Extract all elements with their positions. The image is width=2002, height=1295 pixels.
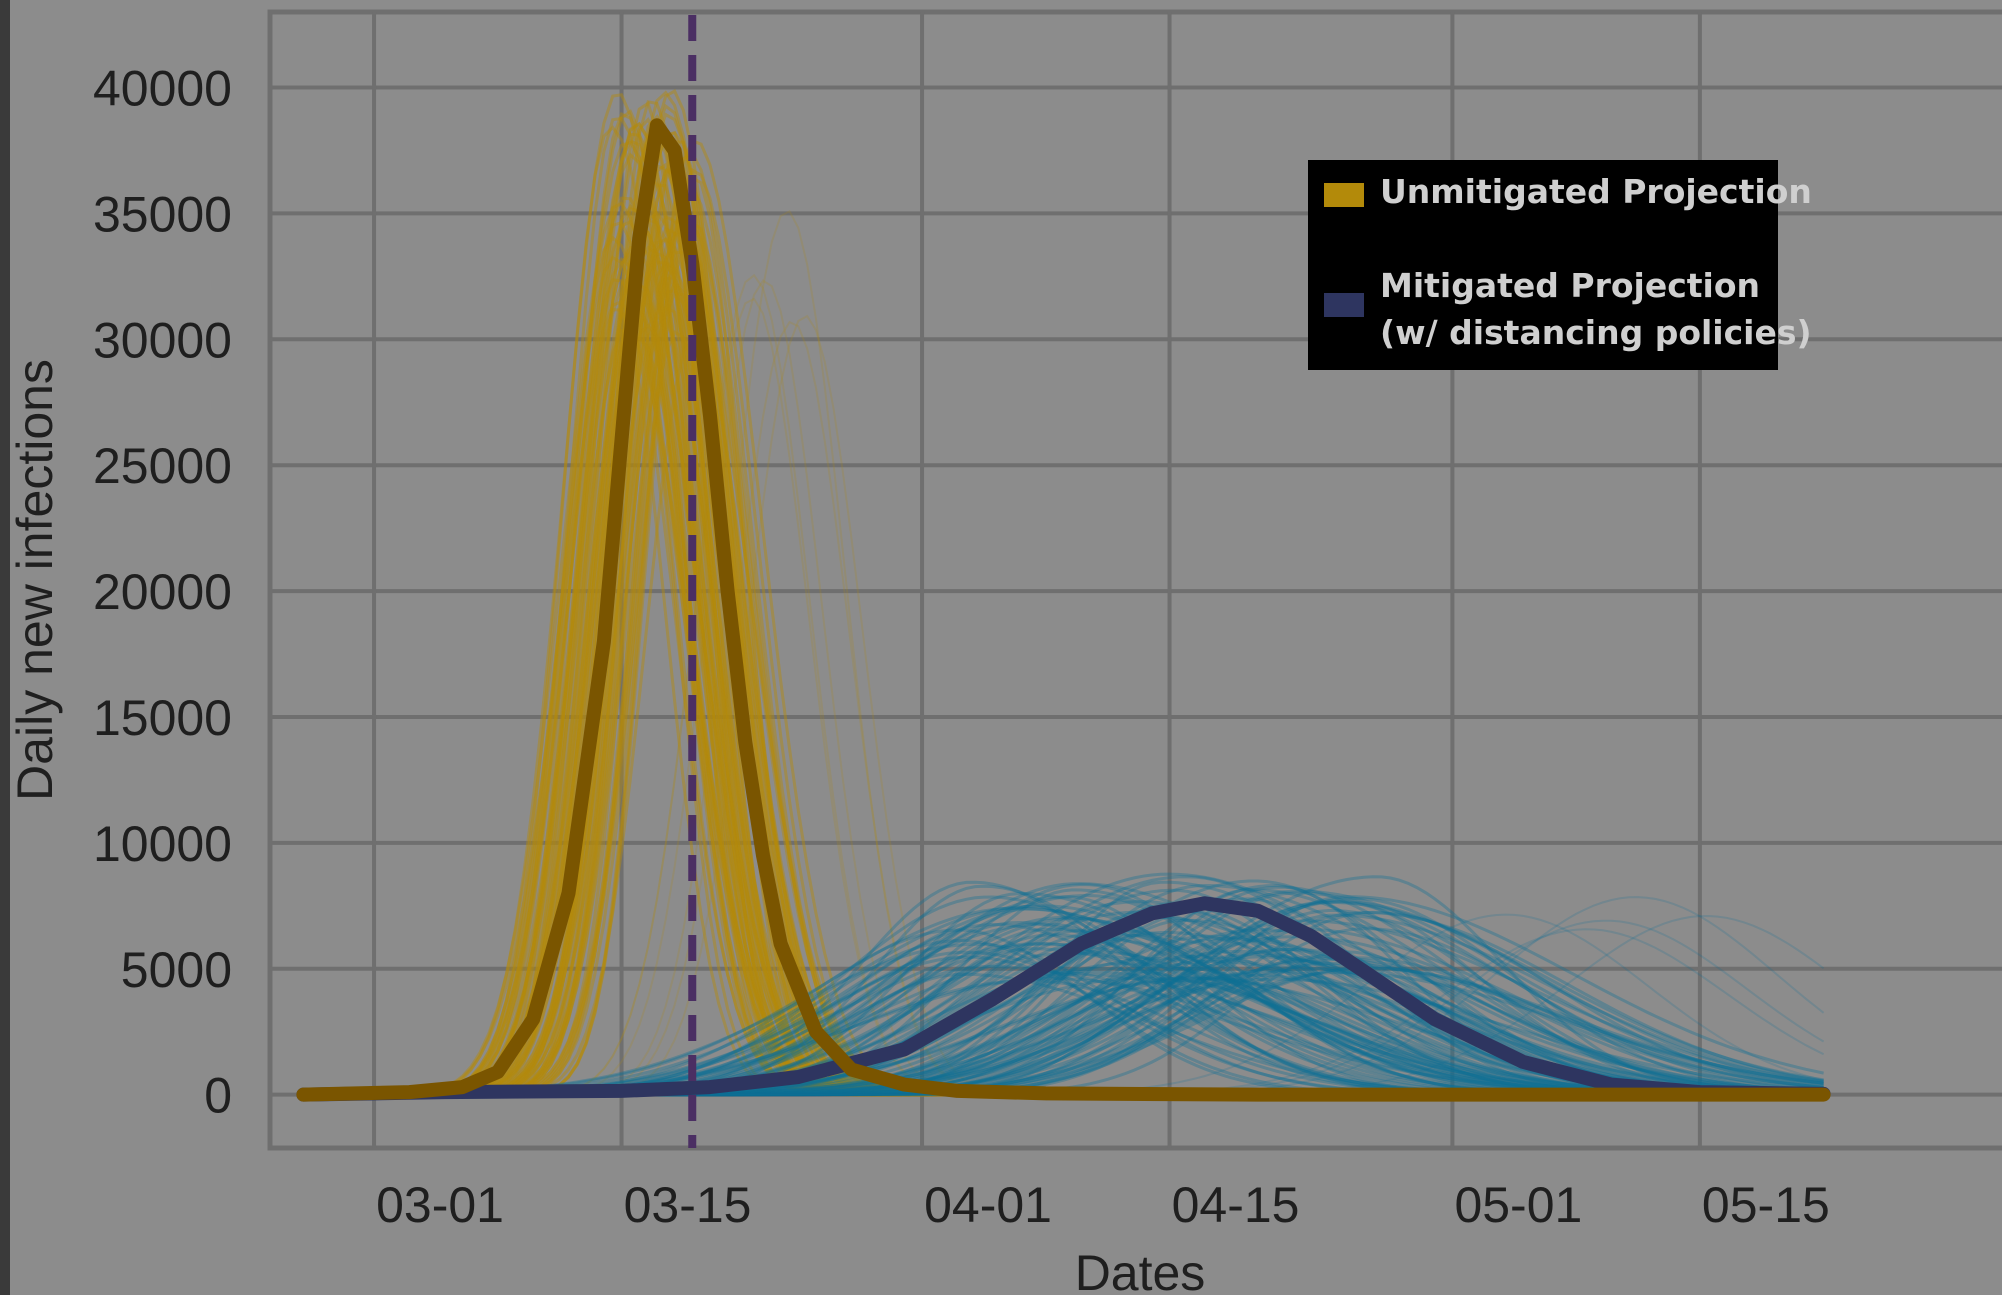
- y-tick-label: 15000: [93, 690, 232, 746]
- mitigated-mean-line: [296, 896, 1831, 1102]
- y-tick-label: 35000: [93, 186, 232, 242]
- legend-swatch-unmitigated: [1324, 183, 1364, 207]
- legend-label-mitigated-line: Mitigated Projection: [1380, 266, 1760, 305]
- x-axis-title: Dates: [1075, 1245, 1206, 1295]
- y-tick-label: 5000: [121, 942, 232, 998]
- legend: Unmitigated Projection Mitigated Project…: [1308, 160, 1812, 370]
- legend-label-mitigated: Mitigated Projection (w/ distancing polic…: [1380, 266, 1812, 352]
- unmitigated-mean-line: [296, 118, 1831, 1102]
- x-tick-label: 05-01: [1454, 1177, 1582, 1233]
- x-tick-label: 03-15: [624, 1177, 752, 1233]
- legend-label-unmitigated: Unmitigated Projection: [1380, 172, 1812, 211]
- plot-frame: [267, 9, 2002, 1151]
- mean-lines: [296, 118, 1831, 1102]
- y-tick-label: 20000: [93, 564, 232, 620]
- x-tick-label: 05-15: [1702, 1177, 1830, 1233]
- y-tick-label: 25000: [93, 438, 232, 494]
- x-tick-label: 04-01: [924, 1177, 1052, 1233]
- x-tick-label: 03-01: [376, 1177, 504, 1233]
- y-tick-label: 0: [204, 1068, 232, 1124]
- tick-labels: 0 5000 10000 15000 20000 25000 30000 35000 40000…: [93, 61, 1830, 1233]
- legend-label-mitigated-line: (w/ distancing policies): [1380, 313, 1812, 352]
- legend-swatch-mitigated: [1324, 293, 1364, 317]
- y-tick-label: 10000: [93, 816, 232, 872]
- legend-box: [1308, 160, 1778, 370]
- x-tick-label: 04-15: [1172, 1177, 1300, 1233]
- y-axis-title: Daily new infections: [7, 359, 63, 801]
- y-tick-label: 40000: [93, 61, 232, 117]
- y-tick-label: 30000: [93, 312, 232, 368]
